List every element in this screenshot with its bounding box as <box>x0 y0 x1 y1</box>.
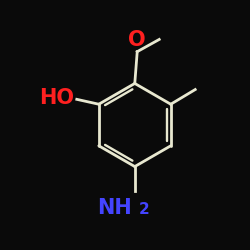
Text: 2: 2 <box>139 202 150 217</box>
Text: NH: NH <box>98 198 132 218</box>
Text: O: O <box>128 30 146 50</box>
Text: HO: HO <box>39 88 74 108</box>
